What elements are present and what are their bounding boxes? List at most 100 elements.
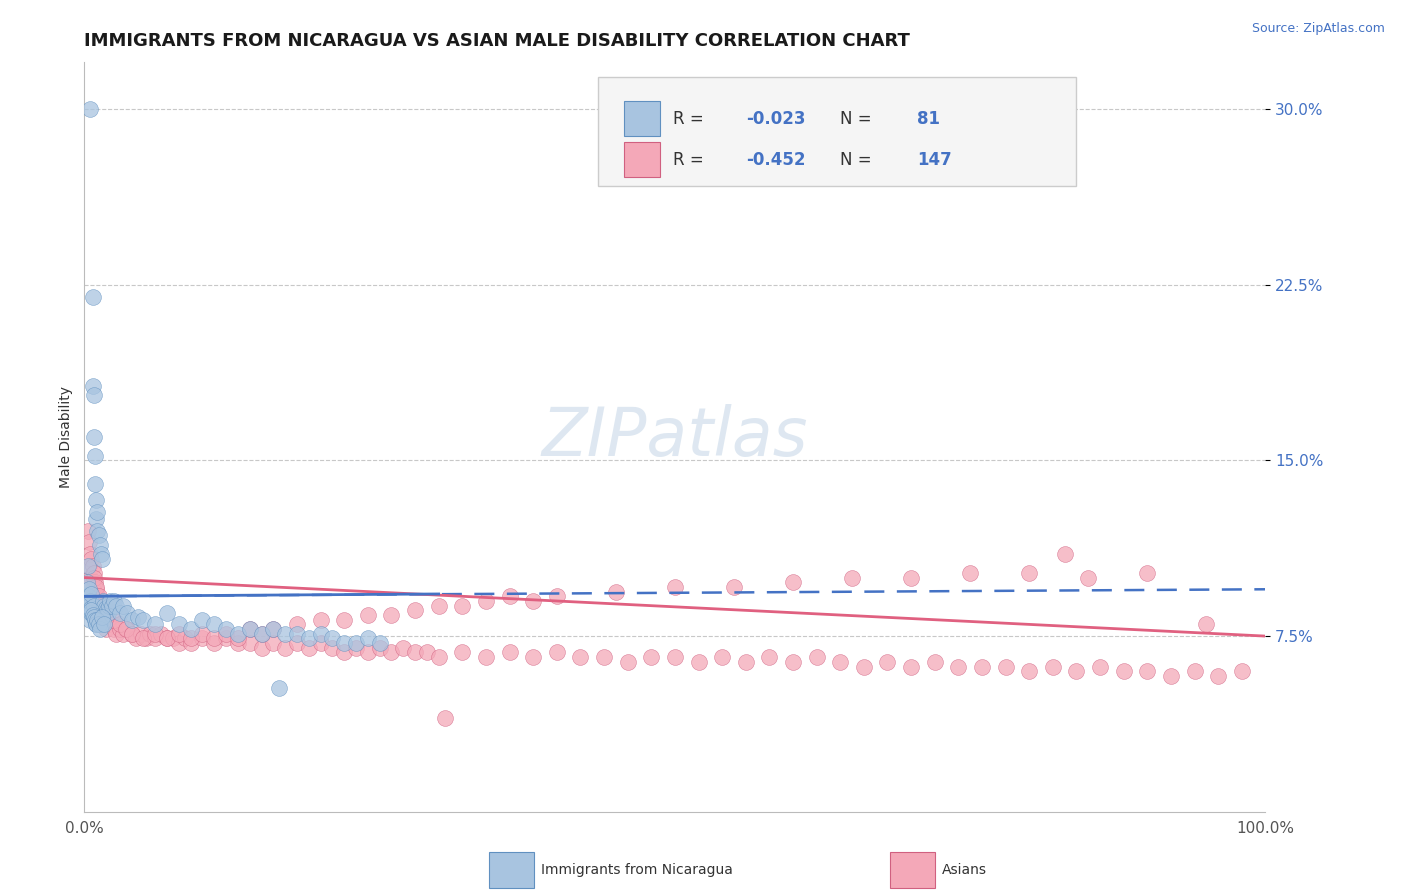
Point	[250, 640, 273, 655]
Point	[333, 613, 356, 627]
Point	[77, 599, 100, 613]
Point	[79, 571, 101, 585]
Point	[475, 650, 498, 665]
Point	[162, 632, 184, 646]
Point	[167, 626, 190, 640]
Point	[202, 636, 225, 650]
Point	[80, 551, 103, 566]
Point	[98, 594, 121, 608]
Point	[852, 659, 875, 673]
Point	[91, 551, 114, 566]
Point	[91, 613, 114, 627]
Point	[202, 617, 225, 632]
Point	[900, 659, 922, 673]
Point	[664, 650, 686, 665]
Point	[167, 617, 190, 632]
Point	[87, 617, 110, 632]
Text: -0.023: -0.023	[745, 110, 806, 128]
Point	[404, 603, 426, 617]
Point	[451, 599, 474, 613]
Point	[416, 646, 439, 660]
Point	[84, 476, 107, 491]
Point	[77, 558, 100, 573]
Point	[127, 610, 149, 624]
Point	[87, 594, 110, 608]
Point	[132, 632, 155, 646]
Point	[129, 626, 152, 640]
Point	[723, 580, 745, 594]
Point	[91, 610, 114, 624]
Point	[79, 613, 101, 627]
Point	[79, 594, 101, 608]
Point	[82, 558, 104, 573]
Point	[77, 582, 100, 597]
Point	[90, 613, 112, 627]
Point	[77, 524, 100, 538]
Point	[115, 606, 138, 620]
Point	[1195, 617, 1218, 632]
Point	[150, 626, 173, 640]
Point	[79, 102, 101, 116]
Point	[970, 659, 993, 673]
Point	[758, 650, 780, 665]
Point	[368, 636, 391, 650]
Point	[321, 632, 343, 646]
Point	[121, 626, 143, 640]
Point	[87, 613, 110, 627]
Text: -0.452: -0.452	[745, 151, 806, 169]
Point	[734, 655, 756, 669]
Point	[392, 640, 415, 655]
Point	[522, 650, 544, 665]
Point	[80, 601, 103, 615]
Point	[1136, 566, 1159, 580]
Point	[97, 613, 120, 627]
Point	[84, 613, 107, 627]
Point	[333, 636, 356, 650]
Point	[115, 622, 138, 636]
Point	[427, 599, 450, 613]
Point	[91, 617, 114, 632]
Point	[344, 636, 367, 650]
Point	[82, 608, 104, 623]
Point	[80, 603, 103, 617]
Point	[96, 603, 118, 617]
Point	[298, 640, 321, 655]
Point	[156, 632, 179, 646]
Point	[1112, 664, 1135, 679]
Point	[76, 575, 98, 590]
Text: R =: R =	[672, 110, 709, 128]
Point	[239, 622, 262, 636]
Point	[97, 606, 120, 620]
Point	[226, 626, 249, 640]
Point	[433, 711, 456, 725]
Point	[876, 655, 898, 669]
Point	[782, 655, 804, 669]
Point	[91, 617, 114, 632]
Point	[80, 587, 103, 601]
Point	[380, 646, 402, 660]
Point	[108, 617, 131, 632]
Point	[156, 606, 179, 620]
Point	[84, 449, 107, 463]
Point	[84, 580, 107, 594]
Point	[97, 603, 120, 617]
Point	[191, 613, 214, 627]
Point	[108, 622, 131, 636]
Text: 81: 81	[917, 110, 941, 128]
Point	[333, 646, 356, 660]
Point	[782, 575, 804, 590]
Point	[90, 599, 112, 613]
Point	[226, 636, 249, 650]
Point	[215, 632, 238, 646]
Point	[86, 524, 108, 538]
Point	[91, 603, 114, 617]
Point	[498, 646, 520, 660]
Point	[83, 430, 105, 444]
Y-axis label: Male Disability: Male Disability	[59, 386, 73, 488]
Point	[250, 626, 273, 640]
Point	[830, 655, 852, 669]
Point	[82, 582, 104, 597]
Point	[84, 493, 107, 508]
Point	[90, 547, 112, 561]
Point	[83, 388, 105, 402]
